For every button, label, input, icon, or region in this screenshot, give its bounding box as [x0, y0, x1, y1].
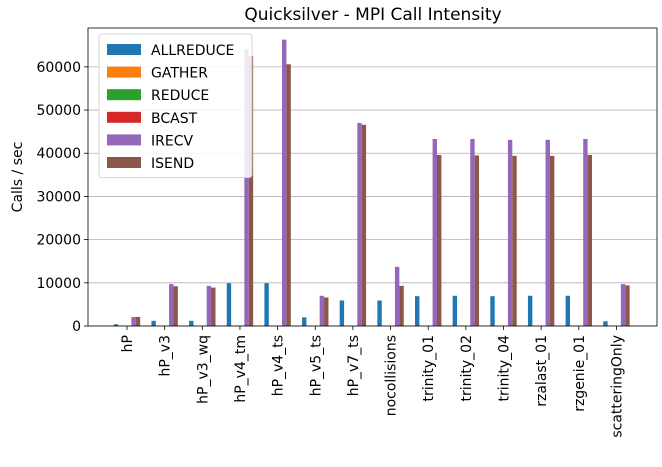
bars [113, 39, 630, 327]
bar-isend-hp-v3-wq [211, 287, 216, 326]
y-tick-label: 0 [72, 319, 81, 335]
bar-allreduce-hp-v5-ts [302, 317, 307, 326]
x-tick-label: nocollisions [384, 335, 400, 416]
bar-allreduce-hp [113, 324, 119, 326]
bar-allreduce-hp-v4-ts [264, 283, 269, 326]
y-axis-label: Calls / sec [10, 142, 26, 213]
y-tick-label: 10000 [36, 276, 81, 292]
y-tick-label: 20000 [36, 233, 81, 249]
x-tick-label: hP_v5_ts [308, 335, 324, 396]
bar-isend-hp-v4-tm [248, 56, 254, 327]
y-axis-ticks: 0 10000 20000 30000 40000 50000 60000 [36, 60, 88, 335]
bar-allreduce-rzgenie-01 [565, 295, 570, 326]
legend-swatch-reduce [107, 89, 141, 101]
bar-isend-hp-v5-ts [324, 297, 329, 326]
bar-allreduce-nocollisions [377, 300, 382, 326]
y-tick-label: 60000 [36, 60, 81, 76]
bar-allreduce-scatteringonly [603, 321, 608, 326]
bar-allreduce-trinity-02 [452, 295, 458, 326]
x-tick-label: hP_v3 [158, 335, 174, 377]
bar-irecv-hp-v3-wq [206, 285, 212, 326]
x-tick-label: trinity_01 [421, 335, 437, 402]
chart-title: Quicksilver - MPI Call Intensity [244, 5, 501, 25]
bar-isend-nocollisions [399, 285, 404, 326]
bar-isend-hp [135, 316, 141, 326]
bar-isend-hp-v3 [173, 286, 178, 326]
bar-irecv-hp-v7-ts [357, 123, 362, 326]
y-tick-label: 30000 [36, 189, 81, 205]
x-tick-label: trinity_04 [497, 335, 513, 402]
legend-swatch-irecv [107, 134, 141, 146]
bar-allreduce-hp-v3 [151, 320, 156, 326]
legend-swatch-gather [107, 66, 141, 78]
bar-isend-trinity-01 [437, 154, 442, 326]
legend-swatch-bcast [107, 111, 141, 123]
bar-isend-trinity-04 [512, 155, 517, 326]
bar-isend-rzalast-01 [549, 155, 555, 326]
bar-irecv-rzalast-01 [545, 139, 550, 326]
bar-irecv-trinity-01 [432, 138, 437, 326]
bar-irecv-hp-v5-ts [319, 295, 325, 326]
bar-allreduce-rzalast-01 [527, 295, 533, 326]
legend-swatch-allreduce [107, 44, 141, 55]
legend-label-gather: GATHER [151, 66, 208, 82]
bar-allreduce-trinity-04 [490, 296, 495, 326]
bar-allreduce-hp-v3-wq [189, 320, 194, 326]
bar-irecv-scatteringonly [620, 284, 626, 326]
bar-isend-hp-v7-ts [361, 124, 367, 326]
x-tick-label: scatteringOnly [609, 335, 625, 438]
bar-irecv-hp-v4-ts [282, 39, 287, 327]
x-tick-label: hP [120, 335, 136, 352]
x-tick-label: hP_v7_ts [346, 335, 362, 396]
bar-isend-rzgenie-01 [587, 154, 592, 326]
legend: ALLREDUCE GATHER REDUCE BCAST IRECV ISEND [98, 33, 253, 179]
legend-swatch-isend [107, 157, 141, 168]
bar-allreduce-hp-v4-tm [226, 283, 232, 326]
legend-label-allreduce: ALLREDUCE [151, 43, 234, 59]
x-tick-label: hP_v4_tm [233, 335, 249, 403]
x-axis-ticks: hP hP_v3 hP_v3_wq hP_v4_tm hP_v4_ts hP_v5_ts h… [120, 326, 625, 438]
x-tick-label: hP_v4_ts [271, 335, 287, 396]
x-tick-label: rzalast_01 [534, 335, 550, 407]
legend-label-isend: ISEND [151, 156, 194, 172]
plot-frame [87, 27, 658, 327]
x-tick-label: trinity_02 [459, 335, 475, 402]
bar-isend-trinity-02 [474, 155, 480, 326]
legend-label-bcast: BCAST [151, 111, 198, 127]
y-tick-label: 40000 [36, 146, 81, 162]
y-tick-label: 50000 [36, 103, 81, 119]
bar-irecv-hp-v4-tm [244, 49, 249, 326]
x-tick-label: hP_v3_wq [195, 335, 211, 404]
bar-irecv-trinity-04 [507, 139, 513, 326]
x-tick-label: rzgenie_01 [572, 335, 588, 412]
bar-irecv-trinity-02 [470, 138, 475, 326]
bar-irecv-hp [131, 316, 136, 326]
bar-irecv-nocollisions [394, 266, 400, 326]
bar-allreduce-hp-v7-ts [339, 300, 345, 326]
legend-label-irecv: IRECV [151, 133, 193, 149]
legend-label-reduce: REDUCE [151, 88, 209, 104]
bar-irecv-rzgenie-01 [583, 138, 588, 326]
bar-irecv-hp-v3 [169, 284, 174, 326]
bar-allreduce-trinity-01 [415, 296, 420, 326]
bar-isend-scatteringonly [625, 285, 630, 326]
bar-isend-hp-v4-ts [286, 64, 291, 326]
